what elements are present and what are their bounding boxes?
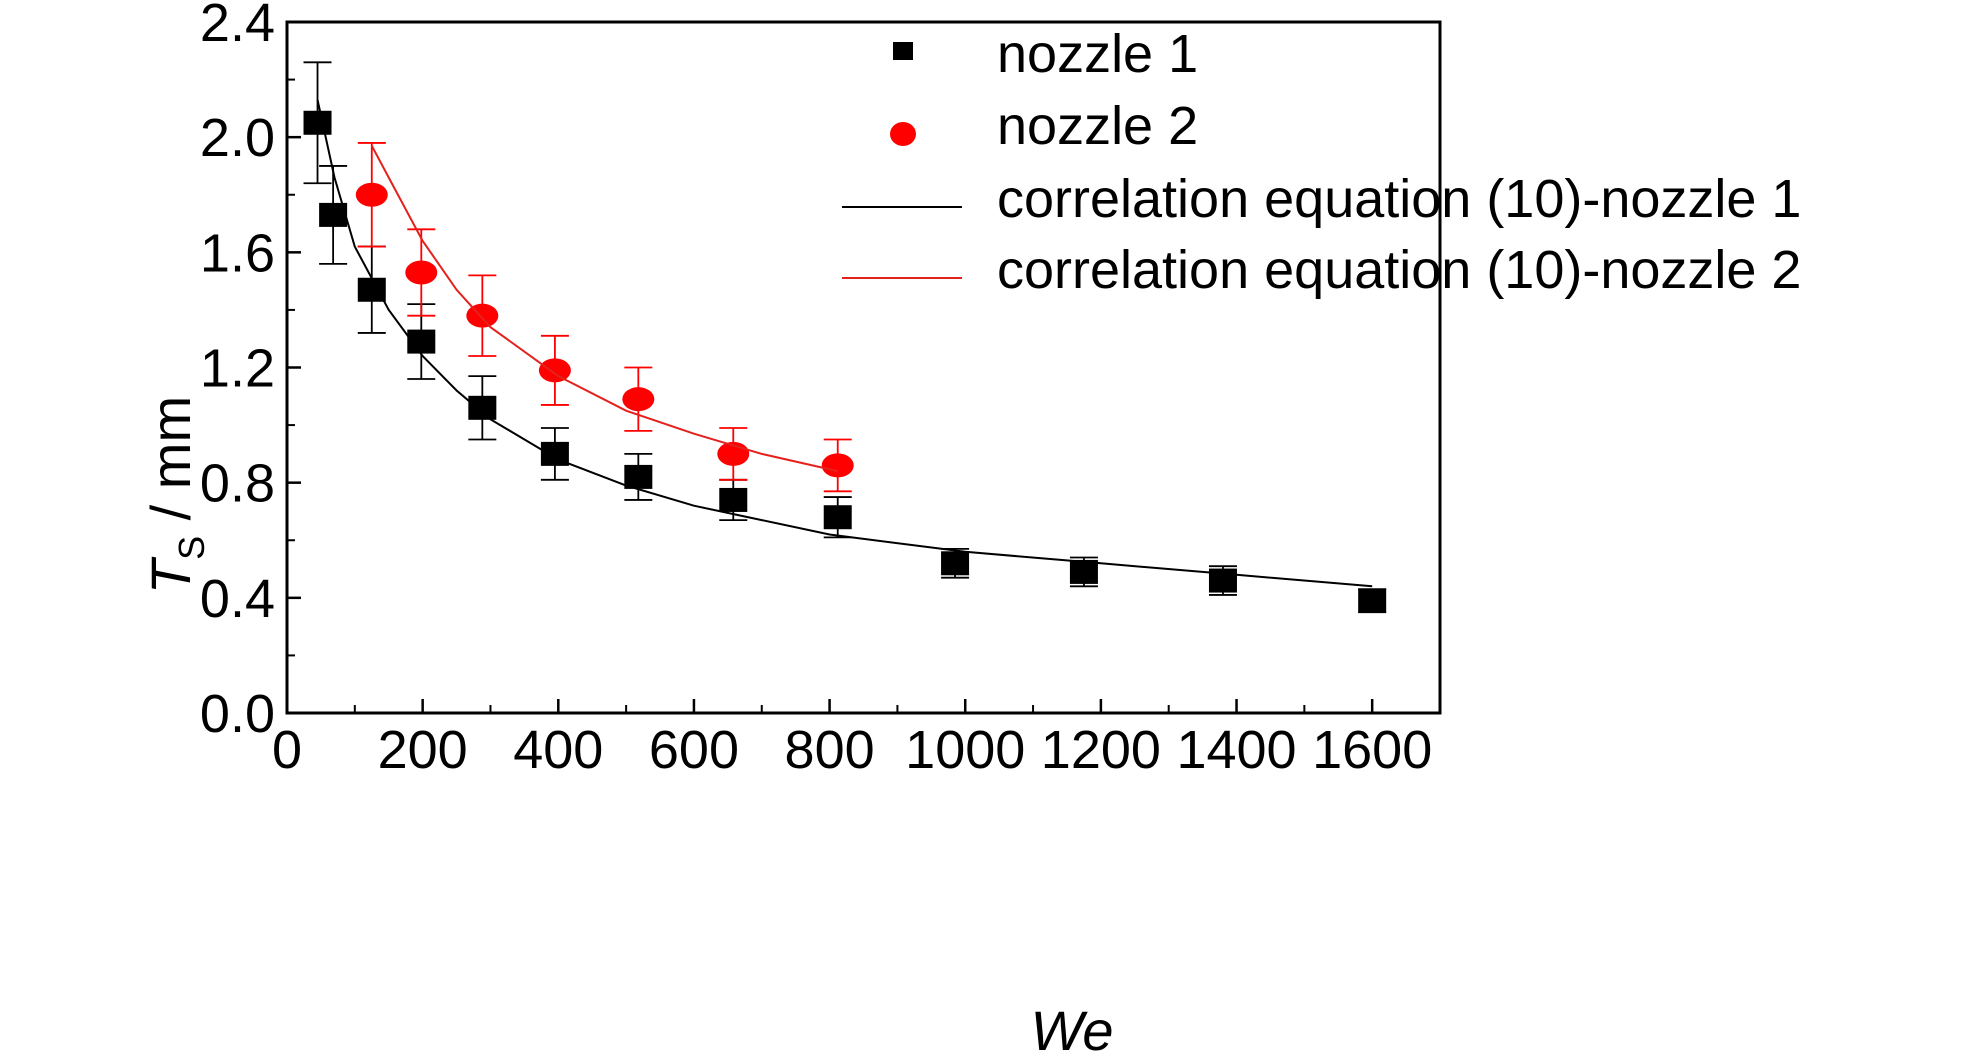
x-tick-label: 600 bbox=[649, 720, 739, 780]
plot-area-border bbox=[285, 20, 1442, 715]
data-point bbox=[941, 551, 970, 576]
x-tick-label: 800 bbox=[785, 720, 875, 780]
series-layer bbox=[303, 61, 1387, 614]
data-point bbox=[821, 453, 854, 478]
data-point bbox=[405, 260, 438, 285]
x-tick-label: 1600 bbox=[1312, 720, 1432, 780]
y-tick-label: 2.4 bbox=[200, 0, 275, 53]
legend-label: nozzle 2 bbox=[997, 96, 1198, 156]
legend-label: nozzle 1 bbox=[997, 24, 1198, 84]
legend-marker bbox=[890, 122, 916, 146]
series-correlation-equation-10-nozzle-1 bbox=[316, 99, 1373, 588]
legend-label: correlation equation (10)-nozzle 1 bbox=[997, 169, 1801, 229]
data-point bbox=[1069, 559, 1098, 584]
x-axis-title: We bbox=[1031, 999, 1114, 1062]
data-point bbox=[719, 487, 748, 512]
x-tick-label: 400 bbox=[513, 720, 603, 780]
legend: nozzle 1 nozzle 2 correlation equation (10… bbox=[842, 24, 1801, 300]
fit-curve bbox=[316, 99, 1373, 588]
y-tick-label: 1.6 bbox=[200, 223, 275, 283]
data-point bbox=[355, 182, 388, 207]
x-tick-label: 200 bbox=[378, 720, 468, 780]
series-nozzle-2 bbox=[355, 142, 854, 493]
legend-item: nozzle 2 bbox=[890, 96, 1198, 156]
legend-item: correlation equation (10)-nozzle 1 bbox=[842, 169, 1801, 229]
x-tick-label: 1000 bbox=[905, 720, 1025, 780]
x-tick-label: 1200 bbox=[1041, 720, 1161, 780]
data-point bbox=[303, 110, 332, 135]
y-tick-label: 0.0 bbox=[200, 684, 275, 744]
legend-item: nozzle 1 bbox=[893, 24, 1198, 84]
legend-marker bbox=[893, 42, 913, 60]
data-point bbox=[468, 395, 497, 420]
y-axis-title: TS / mm bbox=[139, 396, 212, 594]
legend-item: correlation equation (10)-nozzle 2 bbox=[842, 240, 1801, 300]
y-tick-label: 0.4 bbox=[200, 569, 275, 629]
plot-frame bbox=[285, 20, 1442, 715]
y-axis-title-subscript: S bbox=[171, 536, 212, 560]
y-axis-title-symbol: T bbox=[139, 556, 202, 594]
series-nozzle-1 bbox=[303, 61, 1387, 614]
data-point bbox=[823, 505, 852, 530]
fit-curve bbox=[370, 145, 838, 473]
data-point bbox=[538, 358, 571, 383]
data-point bbox=[622, 387, 655, 412]
y-tick-label: 2.0 bbox=[200, 108, 275, 168]
y-axis-title-unit: / mm bbox=[139, 396, 202, 536]
legend-label: correlation equation (10)-nozzle 2 bbox=[997, 240, 1801, 300]
y-tick-label: 0.8 bbox=[200, 454, 275, 514]
x-tick-label: 0 bbox=[272, 720, 302, 780]
y-tick-label: 1.2 bbox=[200, 339, 275, 399]
x-tick-label: 1400 bbox=[1176, 720, 1296, 780]
data-point bbox=[1358, 588, 1387, 613]
data-point bbox=[624, 464, 653, 489]
x-axis: 0 200 400 600 800 1000 1200 1400 1600 bbox=[272, 699, 1432, 780]
series-correlation-equation-10-nozzle-2 bbox=[370, 145, 838, 473]
y-axis: 0.0 0.4 0.8 1.2 1.6 2.0 2.4 bbox=[200, 0, 301, 744]
